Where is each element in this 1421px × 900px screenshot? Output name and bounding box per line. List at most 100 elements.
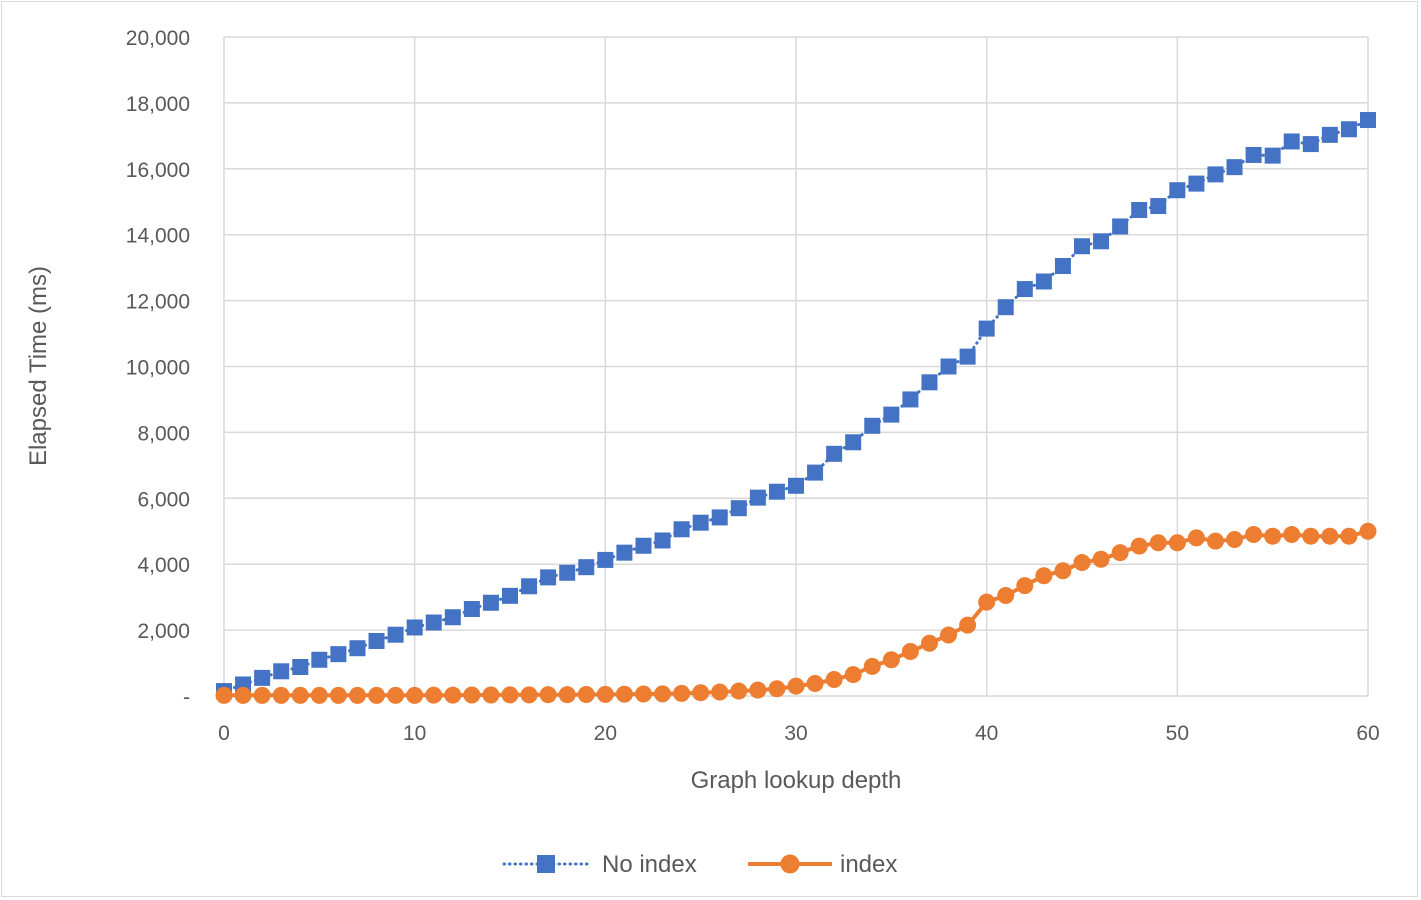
- data-point-no-index: [1054, 258, 1071, 275]
- data-point-index: [673, 684, 691, 702]
- y-axis-title: Elapsed Time (ms): [25, 266, 52, 466]
- gridlines: [223, 36, 1369, 697]
- y-tick-label: 2,000: [137, 620, 190, 643]
- legend-item-index: index: [748, 851, 897, 878]
- data-point-no-index: [1131, 201, 1148, 218]
- data-point-index: [1226, 530, 1244, 548]
- data-point-index: [654, 685, 672, 703]
- data-point-no-index: [902, 391, 919, 408]
- data-point-no-index: [788, 477, 804, 494]
- data-point-no-index: [521, 578, 538, 595]
- data-point-index: [482, 686, 500, 704]
- data-point-no-index: [768, 483, 785, 500]
- data-point-no-index: [997, 299, 1014, 316]
- y-tick-label: -: [183, 686, 190, 709]
- data-point-no-index: [1074, 238, 1090, 255]
- data-point-index: [730, 682, 748, 700]
- data-point-index: [577, 686, 595, 704]
- data-point-index: [253, 686, 271, 704]
- data-point-index: [234, 686, 252, 704]
- data-point-index: [920, 634, 938, 652]
- data-point-no-index: [1283, 133, 1300, 150]
- legend-label-index: index: [840, 851, 897, 878]
- data-point-index: [1302, 527, 1320, 545]
- data-point-no-index: [482, 594, 499, 611]
- data-point-index: [1340, 527, 1358, 545]
- data-point-no-index: [559, 564, 576, 581]
- data-point-index: [844, 666, 862, 684]
- x-tick-label: 10: [403, 722, 426, 745]
- y-tick-label: 8,000: [137, 422, 190, 445]
- data-point-no-index: [654, 532, 671, 549]
- data-point-index: [882, 651, 900, 669]
- data-point-no-index: [635, 537, 652, 554]
- series-group: [215, 112, 1377, 704]
- x-tick-label: 20: [594, 722, 617, 745]
- data-point-index: [1359, 522, 1377, 540]
- legend-item-no-index: No index: [502, 851, 697, 878]
- legend-label-no-index: No index: [602, 851, 697, 878]
- y-tick-label: 18,000: [126, 93, 190, 116]
- data-point-no-index: [711, 509, 728, 526]
- data-point-index: [787, 677, 805, 695]
- data-point-no-index: [940, 358, 957, 375]
- data-point-index: [1149, 534, 1167, 552]
- data-point-no-index: [826, 445, 843, 462]
- data-point-no-index: [883, 406, 900, 423]
- data-point-index: [901, 643, 919, 661]
- series-index: [215, 522, 1377, 704]
- data-point-index: [768, 680, 786, 698]
- data-point-index: [749, 681, 767, 699]
- data-point-index: [1168, 534, 1186, 552]
- data-point-index: [1283, 526, 1301, 544]
- data-point-index: [272, 686, 290, 704]
- data-point-index: [615, 685, 633, 703]
- data-point-no-index: [1226, 159, 1243, 176]
- data-point-index: [1035, 567, 1053, 585]
- data-point-no-index: [1188, 175, 1205, 192]
- data-point-no-index: [673, 521, 690, 538]
- x-axis-title: Graph lookup depth: [691, 767, 902, 794]
- data-point-index: [1054, 562, 1072, 580]
- data-point-no-index: [1093, 233, 1110, 250]
- data-point-index: [692, 684, 710, 702]
- data-point-no-index: [692, 514, 709, 531]
- data-point-no-index: [597, 551, 614, 568]
- data-point-no-index: [1150, 198, 1167, 215]
- data-point-index: [596, 685, 614, 703]
- legend-marker-no-index: [537, 855, 555, 873]
- data-point-no-index: [1207, 166, 1224, 183]
- data-point-index: [558, 686, 576, 704]
- data-point-index: [711, 683, 729, 701]
- data-point-no-index: [463, 601, 480, 618]
- data-point-no-index: [406, 619, 423, 636]
- data-point-no-index: [1340, 121, 1357, 138]
- data-point-index: [520, 686, 538, 704]
- data-point-no-index: [387, 626, 404, 643]
- data-point-no-index: [749, 489, 766, 506]
- y-tick-label: 12,000: [126, 291, 190, 314]
- data-point-index: [1016, 577, 1034, 595]
- data-point-index: [863, 657, 881, 675]
- data-point-index: [444, 686, 462, 704]
- data-point-index: [406, 686, 424, 704]
- data-point-index: [959, 616, 977, 634]
- x-tick-label: 40: [975, 722, 998, 745]
- data-point-no-index: [425, 614, 442, 631]
- data-point-index: [291, 686, 309, 704]
- data-point-index: [940, 626, 958, 644]
- x-tick-label: 50: [1166, 722, 1189, 745]
- data-point-index: [978, 593, 996, 611]
- data-point-index: [1206, 532, 1224, 550]
- y-tick-label: 20,000: [126, 27, 190, 50]
- data-point-index: [539, 686, 557, 704]
- data-point-no-index: [444, 609, 461, 626]
- data-point-no-index: [254, 669, 271, 686]
- data-point-no-index: [330, 646, 347, 663]
- data-point-index: [348, 686, 366, 704]
- data-point-index: [215, 686, 233, 704]
- data-point-no-index: [1302, 136, 1319, 153]
- data-point-no-index: [273, 663, 290, 680]
